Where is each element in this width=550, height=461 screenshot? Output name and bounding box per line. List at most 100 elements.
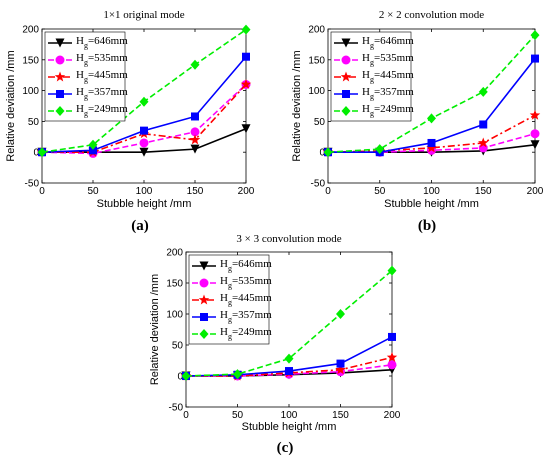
legend-marker xyxy=(341,106,351,116)
x-axis-label: Stubble height /mm xyxy=(384,198,479,210)
data-point xyxy=(89,146,97,155)
legend-marker xyxy=(199,261,209,271)
chart-title: 3 × 3 convolution mode xyxy=(236,233,341,245)
y-tick-label: 0 xyxy=(177,372,183,383)
x-tick-label: 150 xyxy=(475,186,492,197)
y-tick-label: 100 xyxy=(22,86,39,97)
legend-label: Hg=445mm xyxy=(76,69,128,84)
x-tick-label: 0 xyxy=(39,186,45,197)
data-point xyxy=(139,147,149,157)
panel-label: (b) xyxy=(418,218,436,234)
y-tick-label: 150 xyxy=(308,55,325,66)
x-tick-label: 150 xyxy=(187,186,204,197)
panel-label: (a) xyxy=(131,218,149,234)
legend-marker xyxy=(54,71,66,82)
x-tick-label: 50 xyxy=(374,186,386,197)
data-point xyxy=(241,24,251,35)
data-point xyxy=(323,147,333,158)
y-tick-label: -50 xyxy=(169,403,184,414)
y-tick-label: 150 xyxy=(166,279,183,290)
chart-title: 1×1 original mode xyxy=(103,9,184,21)
y-tick-label: 150 xyxy=(22,55,39,66)
y-axis-label: Relative deviation /mm xyxy=(149,274,161,385)
y-tick-label: 50 xyxy=(314,117,326,128)
data-point xyxy=(335,364,346,375)
legend-marker xyxy=(342,90,350,98)
legend-label: Hg=646mm xyxy=(362,35,414,50)
y-tick-label: 50 xyxy=(172,341,184,352)
data-point xyxy=(190,127,200,137)
legend-marker xyxy=(55,38,65,48)
x-tick-label: 150 xyxy=(332,410,349,421)
data-point xyxy=(88,139,98,150)
x-tick-label: 200 xyxy=(527,186,544,197)
legend-marker xyxy=(199,329,209,339)
x-axis-label: Stubble height /mm xyxy=(97,198,192,210)
series-line-3 xyxy=(186,356,393,377)
legend-label: Hg=646mm xyxy=(220,258,272,273)
data-point xyxy=(387,360,397,370)
data-point xyxy=(240,78,252,89)
legend-label: Hg=249mm xyxy=(220,326,272,341)
legend-label: Hg=445mm xyxy=(220,292,272,307)
legend-marker xyxy=(200,313,208,321)
y-tick-label: 50 xyxy=(28,117,40,128)
y-tick-label: -50 xyxy=(25,179,40,190)
data-point xyxy=(336,309,345,319)
x-axis-label: Stubble height /mm xyxy=(242,421,337,433)
data-point xyxy=(530,140,540,150)
legend-marker xyxy=(341,55,351,65)
x-tick-label: 100 xyxy=(136,186,153,197)
x-tick-label: 200 xyxy=(384,410,401,421)
x-tick-label: 100 xyxy=(281,410,298,421)
data-point xyxy=(478,137,489,148)
data-point xyxy=(181,371,191,381)
series-line-3 xyxy=(327,114,536,153)
legend-marker xyxy=(55,55,65,65)
legend-marker xyxy=(198,294,210,305)
y-tick-label: 200 xyxy=(166,248,183,259)
y-tick-label: -50 xyxy=(311,179,326,190)
data-point xyxy=(242,52,250,61)
x-tick-label: 0 xyxy=(325,186,331,197)
data-point xyxy=(427,113,436,124)
legend-label: Hg=249mm xyxy=(76,103,128,118)
data-point xyxy=(529,109,541,120)
y-axis-label: Relative deviation /mm xyxy=(291,50,303,161)
legend-label: Hg=535mm xyxy=(220,275,272,290)
data-point xyxy=(530,30,540,41)
legend-marker xyxy=(55,106,65,116)
data-point xyxy=(139,96,149,107)
legend-label: Hg=357mm xyxy=(362,86,414,101)
legend-label: Hg=357mm xyxy=(220,309,272,324)
data-point xyxy=(478,86,488,97)
x-tick-label: 200 xyxy=(238,186,255,197)
x-tick-label: 50 xyxy=(232,410,244,421)
data-point xyxy=(530,129,540,139)
data-point xyxy=(285,367,293,376)
data-point xyxy=(336,359,345,368)
data-point xyxy=(531,54,539,63)
data-point xyxy=(191,112,199,121)
legend-marker xyxy=(56,90,64,98)
chart-title: 2 × 2 convolution mode xyxy=(379,9,484,21)
x-tick-label: 0 xyxy=(183,410,189,421)
legend-marker xyxy=(199,278,209,288)
data-point xyxy=(190,144,200,154)
y-axis-label: Relative deviation /mm xyxy=(5,50,17,161)
y-tick-label: 0 xyxy=(33,148,39,159)
data-point xyxy=(284,353,294,364)
y-tick-label: 200 xyxy=(308,25,325,36)
legend: Hg=646mm Hg=535mm Hg=445mm Hg=357mm Hg=249mm xyxy=(44,31,128,122)
legend-label: Hg=357mm xyxy=(76,86,128,101)
data-point xyxy=(427,138,436,147)
legend-label: Hg=535mm xyxy=(76,52,128,67)
legend-marker xyxy=(340,71,352,82)
legend: Hg=646mm Hg=535mm Hg=445mm Hg=357mm Hg=249mm xyxy=(330,31,414,122)
panel-label: (c) xyxy=(277,440,294,456)
data-point xyxy=(387,265,397,276)
data-point xyxy=(190,59,200,70)
